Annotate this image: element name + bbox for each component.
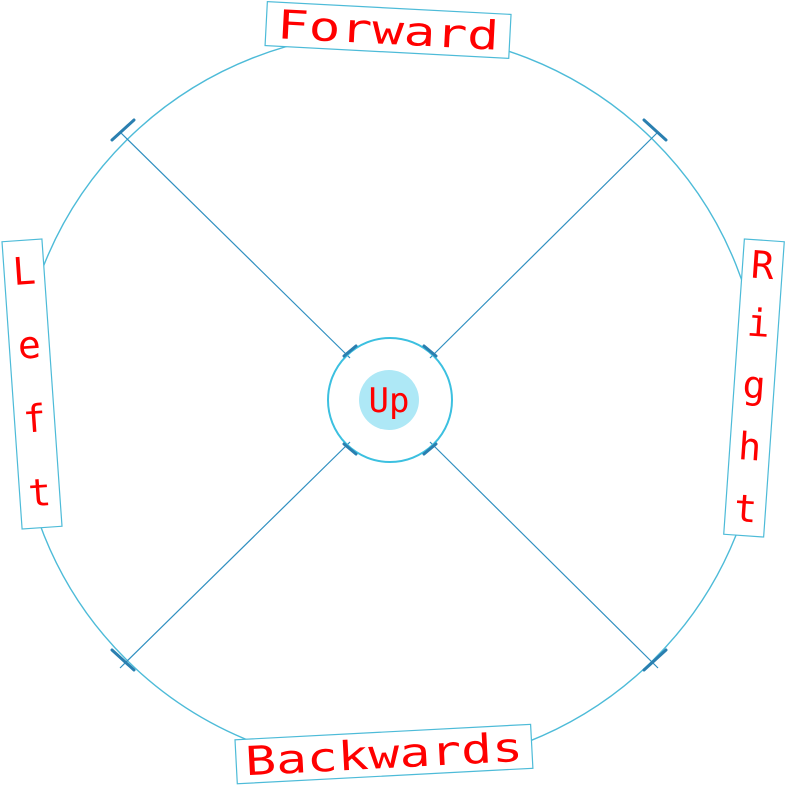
- spoke-ne: [429, 131, 659, 359]
- tick-nw-inner: [342, 344, 358, 358]
- up-button[interactable]: Up: [359, 370, 419, 430]
- left-letter-4: t: [27, 470, 53, 515]
- right-letter-5: t: [733, 486, 759, 531]
- left-label-box: [1, 238, 63, 530]
- tick-se-inner: [422, 442, 438, 456]
- right-button[interactable]: R i g h t: [723, 238, 785, 538]
- up-button-disk[interactable]: [359, 370, 419, 430]
- up-label: Up: [369, 381, 410, 421]
- backwards-label-box: [234, 723, 534, 785]
- right-letter-1: R: [750, 243, 776, 288]
- spoke-sw: [119, 441, 351, 669]
- inner-ring: [327, 337, 453, 463]
- right-letter-3: g: [741, 362, 767, 407]
- forward-label-box: [264, 1, 512, 59]
- right-letter-4: h: [737, 424, 763, 469]
- spoke-se: [429, 441, 659, 669]
- tick-nw-outer: [110, 118, 136, 142]
- right-letter-2: i: [746, 300, 772, 345]
- tick-ne-inner: [422, 344, 438, 358]
- left-letter-2: e: [16, 322, 42, 367]
- right-label-box: [723, 238, 785, 538]
- tick-sw-outer: [110, 648, 136, 672]
- tick-sw-inner: [342, 442, 358, 456]
- left-letter-1: L: [11, 249, 37, 294]
- tick-ne-outer: [642, 118, 668, 142]
- left-letter-3: f: [21, 396, 47, 441]
- left-button[interactable]: L e f t: [1, 238, 63, 530]
- spoke-nw: [119, 131, 351, 359]
- backwards-button[interactable]: Backwards: [234, 723, 534, 785]
- tick-se-outer: [642, 648, 668, 672]
